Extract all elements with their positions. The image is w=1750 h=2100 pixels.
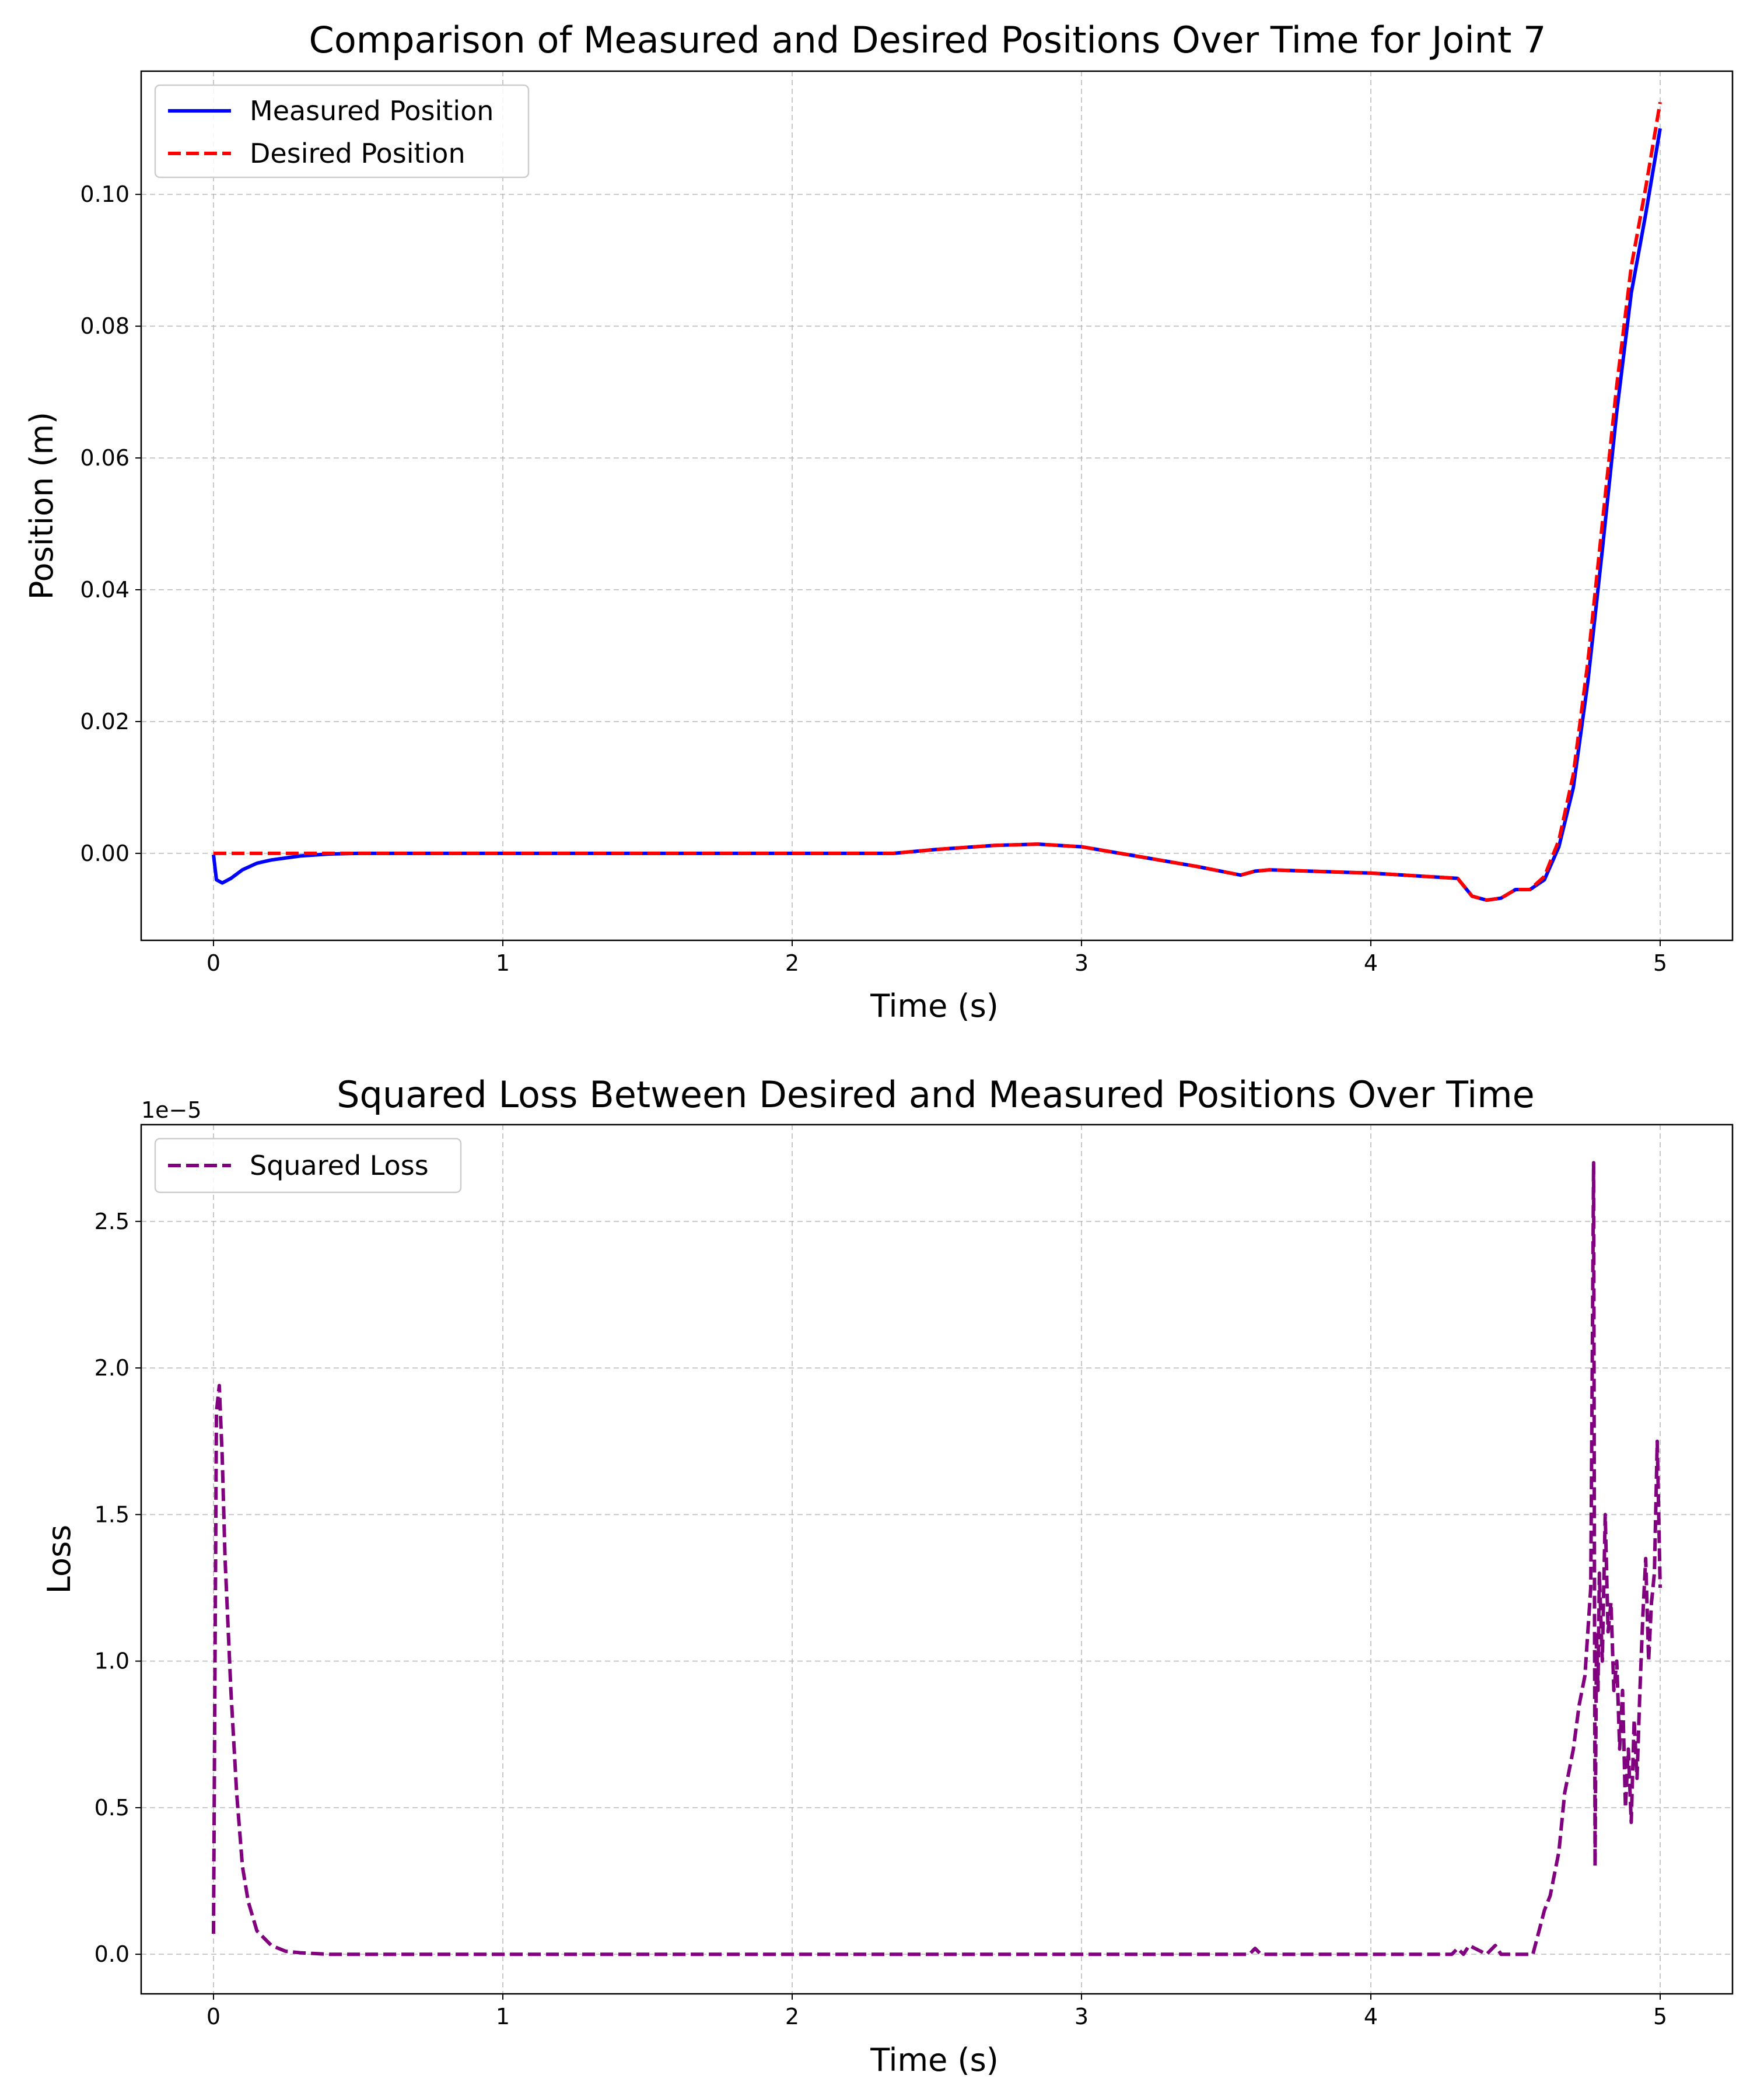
legend-label-measured-position: Measured Position [250, 95, 494, 127]
plot-lines [212, 102, 1662, 902]
x-axis-ticks: 0 1 2 3 4 5 [206, 1994, 1667, 2029]
y-tick-label: 0.06 [80, 445, 130, 471]
axis-offset-label: 1e−5 [141, 1097, 202, 1123]
series-line-desired-position [214, 102, 1662, 902]
x-tick-label: 4 [1364, 950, 1378, 976]
y-tick-label: 0.00 [80, 841, 130, 866]
x-tick-label: 3 [1074, 950, 1088, 976]
chart-title: Comparison of Measured and Desired Posit… [309, 19, 1546, 61]
x-tick-label: 2 [785, 2004, 799, 2029]
x-tick-label: 5 [1653, 950, 1667, 976]
y-tick-label: 0.02 [80, 709, 130, 734]
x-tick-label: 3 [1074, 2004, 1088, 2029]
legend-box [154, 1138, 462, 1194]
y-tick-label: 2.5 [94, 1209, 130, 1234]
legend: Measured Position Desired Position [154, 84, 530, 178]
y-tick-label: 0.5 [94, 1795, 130, 1821]
plot-frame [140, 1124, 1734, 1995]
legend-label-desired-position: Desired Position [250, 138, 466, 169]
x-tick-label: 5 [1653, 2004, 1667, 2029]
chart-title: Squared Loss Between Desired and Measure… [337, 1073, 1535, 1116]
x-axis-label: Time (s) [870, 988, 999, 1024]
y-axis-ticks: 0.00 0.02 0.04 0.06 0.08 0.10 [80, 181, 141, 866]
x-tick-label: 1 [496, 950, 510, 976]
x-tick-label: 4 [1364, 2004, 1378, 2029]
y-tick-label: 0.10 [80, 181, 130, 207]
legend: Squared Loss [154, 1138, 462, 1194]
y-axis-label: Loss [41, 1525, 78, 1594]
y-axis-ticks: 0.0 0.5 1.0 1.5 2.0 2.5 [94, 1209, 141, 1967]
y-tick-label: 2.0 [94, 1355, 130, 1381]
squared-loss-chart: Squared Loss Between Desired and Measure… [41, 1073, 1734, 2078]
y-axis-label: Position (m) [23, 412, 60, 600]
x-tick-label: 2 [785, 950, 799, 976]
series-line-squared-loss [212, 1161, 1662, 1957]
x-axis-label: Time (s) [870, 2042, 999, 2078]
position-chart: Comparison of Measured and Desired Posit… [23, 19, 1734, 1024]
y-tick-label: 0.04 [80, 577, 130, 603]
y-tick-label: 0.08 [80, 313, 130, 339]
x-tick-label: 1 [496, 2004, 510, 2029]
x-tick-label: 0 [206, 950, 220, 976]
y-tick-label: 0.0 [94, 1941, 130, 1967]
legend-box [154, 84, 530, 178]
x-axis-ticks: 0 1 2 3 4 5 [206, 940, 1667, 976]
plot-frame [140, 70, 1734, 942]
grid-lines [141, 1125, 1732, 1994]
y-tick-label: 1.5 [94, 1502, 130, 1527]
x-tick-label: 0 [206, 2004, 220, 2029]
plot-lines [212, 1161, 1662, 1957]
legend-label-squared-loss: Squared Loss [250, 1150, 429, 1181]
y-tick-label: 1.0 [94, 1648, 130, 1674]
